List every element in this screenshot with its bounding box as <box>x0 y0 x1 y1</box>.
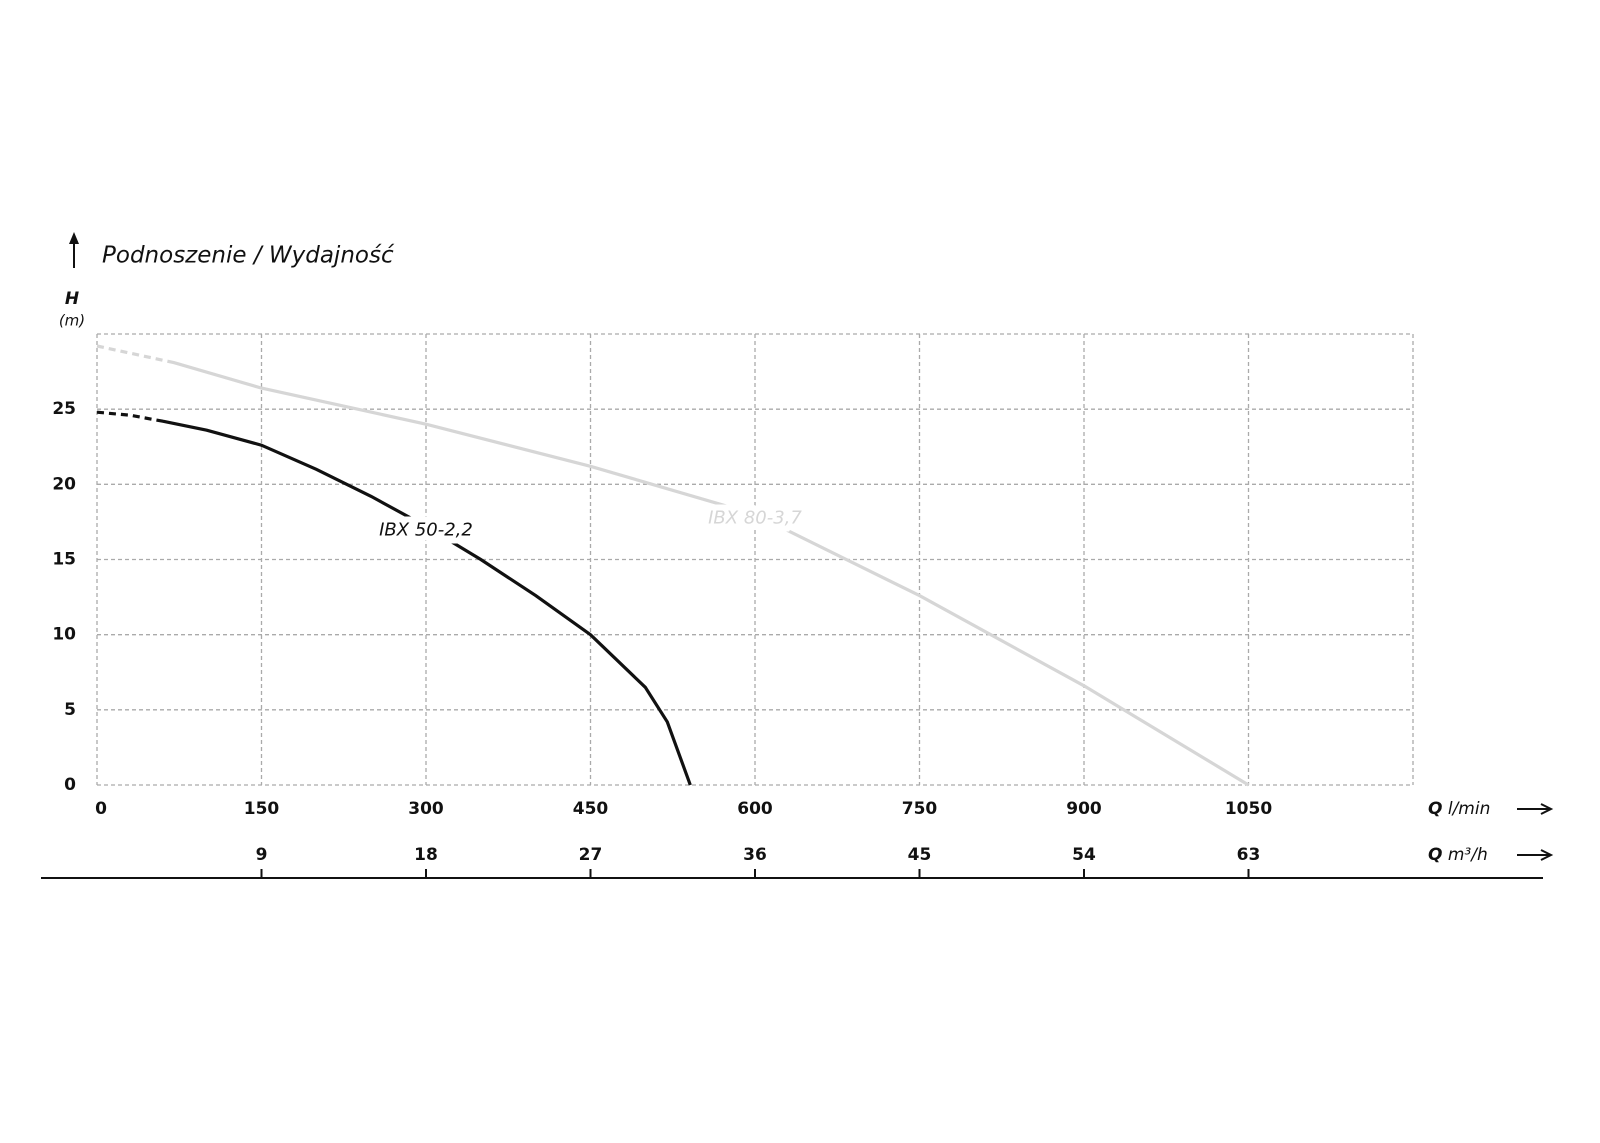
y-tick-label: 15 <box>52 550 76 570</box>
x-tick-label: 450 <box>573 799 609 819</box>
x-label-unit: l/min <box>1448 799 1491 819</box>
y-tick-label: 10 <box>52 625 76 645</box>
y-tick-label: 20 <box>52 474 76 494</box>
x2-label-unit: m³/h <box>1448 845 1488 865</box>
curve <box>96 410 692 786</box>
x-label: Q l/min <box>1428 799 1490 819</box>
y-arrow-head <box>69 232 79 244</box>
x2-tick-label: 63 <box>1237 845 1261 865</box>
y-label-unit: (m) <box>59 312 85 330</box>
x2-tick-label: 54 <box>1072 845 1096 865</box>
x-tick-label: 150 <box>244 799 280 819</box>
x-tick-label: 0 <box>95 799 107 819</box>
x2-label-symbol: Q <box>1428 845 1442 865</box>
y-tick-label: 25 <box>52 399 76 419</box>
x-tick-label: 750 <box>902 799 938 819</box>
x2-label: Q m³/h <box>1428 845 1488 865</box>
y-tick-label: 0 <box>64 775 76 795</box>
x2-tick-label: 9 <box>256 845 268 865</box>
curve <box>96 344 1250 787</box>
x2-tick-label: 27 <box>579 845 603 865</box>
curve-label: IBX 50-2,2 <box>379 519 473 540</box>
x-tick-label: 1050 <box>1225 799 1272 819</box>
x2-tick-label: 36 <box>743 845 767 865</box>
x2-arrow <box>1517 849 1554 861</box>
chart-title: Podnoszenie / Wydajność <box>102 243 395 269</box>
x2-tick-label: 45 <box>908 845 932 865</box>
y-tick-label: 5 <box>64 700 76 720</box>
curve-label: IBX 80-3,7 <box>708 507 802 528</box>
x-label-symbol: Q <box>1428 799 1442 819</box>
y-label-symbol: H <box>65 289 79 309</box>
x2-tick-label: 18 <box>414 845 438 865</box>
x-tick-label: 300 <box>408 799 444 819</box>
x-tick-label: 900 <box>1066 799 1102 819</box>
x-tick-label: 600 <box>737 799 773 819</box>
x-arrow <box>1517 803 1554 815</box>
